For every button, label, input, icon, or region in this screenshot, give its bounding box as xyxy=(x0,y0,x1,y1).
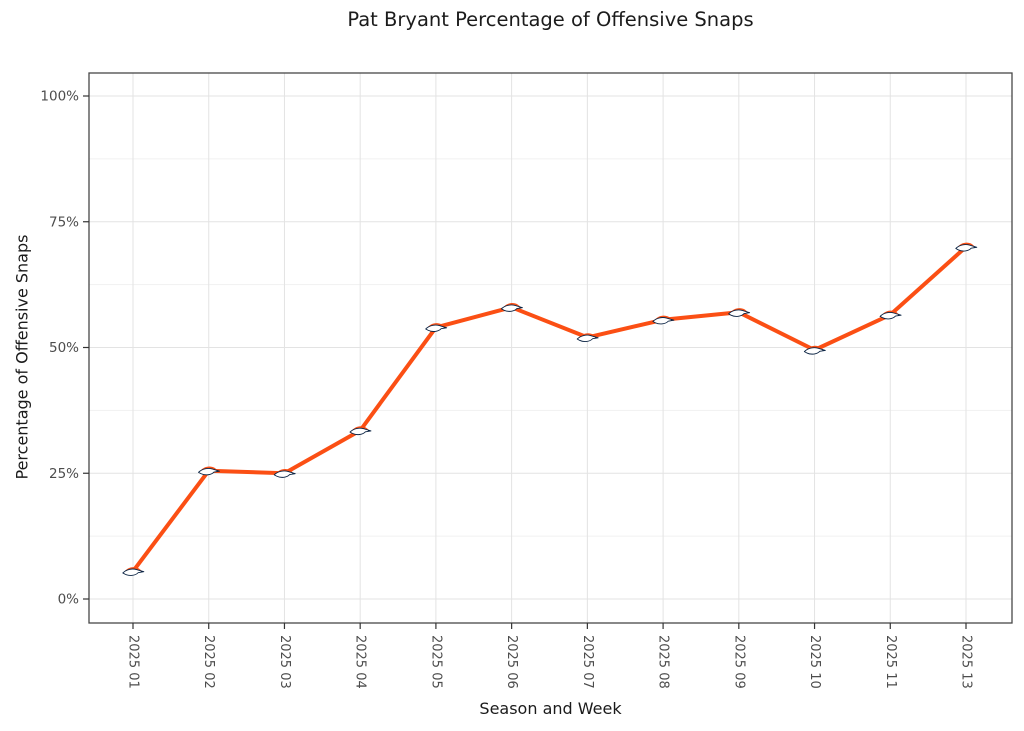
y-tick-label: 0% xyxy=(58,592,80,608)
denver-broncos-logo-icon xyxy=(425,323,448,332)
x-axis-title: Season and Week xyxy=(479,699,622,718)
denver-broncos-logo-icon xyxy=(879,310,902,320)
x-tick-label: 2025 04 xyxy=(353,635,368,689)
x-tick-label: 2025 05 xyxy=(428,635,443,689)
denver-broncos-logo-icon xyxy=(652,315,675,325)
chart-title: Pat Bryant Percentage of Offensive Snaps xyxy=(347,8,754,31)
x-tick-label: 2025 09 xyxy=(731,635,746,689)
y-tick-label: 100% xyxy=(40,89,79,105)
x-tick-label: 2025 02 xyxy=(201,635,216,689)
x-tick-label: 2025 10 xyxy=(807,635,822,689)
denver-broncos-logo-icon xyxy=(803,345,826,355)
x-tick-label: 2025 01 xyxy=(126,635,141,689)
x-tick-label: 2025 11 xyxy=(883,635,898,689)
denver-broncos-logo-icon xyxy=(576,333,599,342)
y-axis-title: Percentage of Offensive Snaps xyxy=(12,234,32,480)
y-tick-label: 75% xyxy=(49,214,79,230)
denver-broncos-logo-icon xyxy=(728,308,751,317)
x-tick-label: 2025 07 xyxy=(580,635,595,689)
x-tick-label: 2025 08 xyxy=(656,635,671,689)
snap-pct-line xyxy=(131,244,968,574)
denver-broncos-logo-icon xyxy=(198,466,220,476)
denver-broncos-logo-icon xyxy=(349,426,372,436)
denver-broncos-logo-icon xyxy=(500,303,523,312)
denver-broncos-logo-icon xyxy=(955,242,978,252)
denver-broncos-logo-icon xyxy=(122,567,145,576)
x-tick-label: 2025 03 xyxy=(277,635,292,689)
y-tick-label: 50% xyxy=(49,340,79,356)
y-tick-label: 25% xyxy=(49,466,79,482)
x-tick-label: 2025 13 xyxy=(959,635,974,689)
x-tick-label: 2025 06 xyxy=(504,635,519,689)
denver-broncos-logo-icon xyxy=(273,469,296,478)
